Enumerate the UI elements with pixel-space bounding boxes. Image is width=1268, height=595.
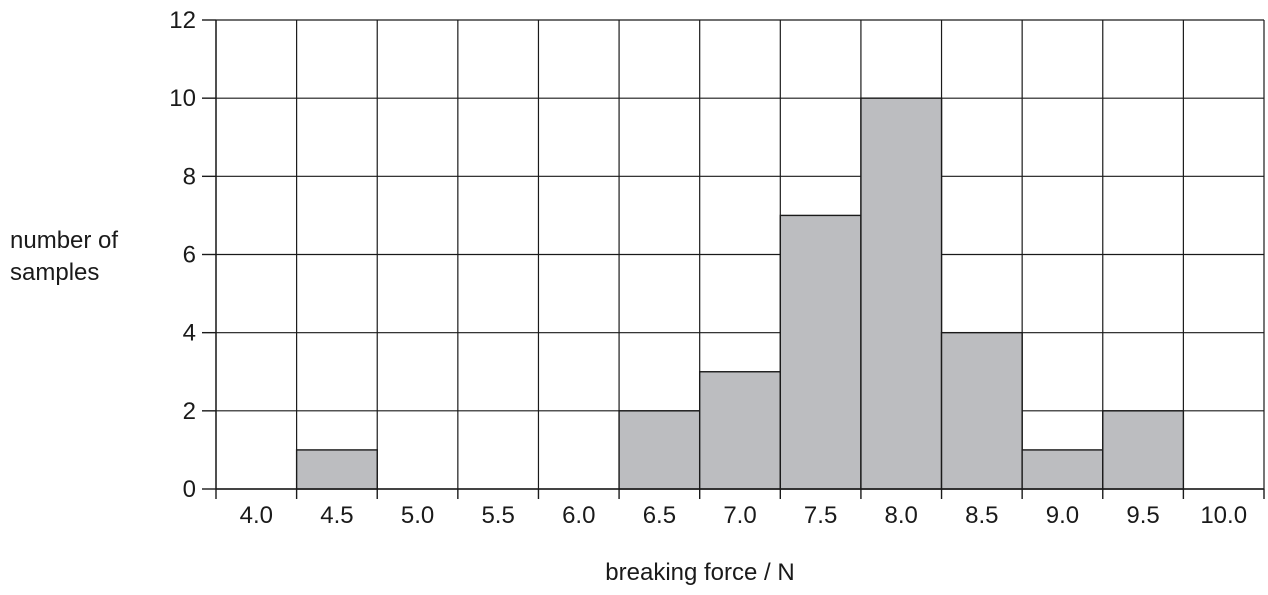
histogram-bar [295, 449, 378, 490]
x-tick-label: 8.0 [885, 502, 918, 529]
histogram-bar [1102, 410, 1185, 490]
x-tick-label: 7.5 [804, 502, 837, 529]
histogram-bar [779, 214, 862, 490]
histogram-bar [618, 410, 701, 490]
x-tick-label: 9.5 [1126, 502, 1159, 529]
histogram-bar [860, 97, 943, 490]
histogram-bar [940, 331, 1023, 490]
y-tick-label: 2 [183, 398, 196, 425]
y-axis-label-line-2: samples [10, 259, 99, 286]
tick-labels: 0 2 4 6 8 10 12 4.0 4.5 5.0 5.5 6.0 6.5 7.0 7.5 8.0 8.5 9… [169, 7, 1247, 529]
histogram-bar [1021, 449, 1104, 490]
x-tick-label: 9.0 [1046, 502, 1079, 529]
y-tick-label: 10 [169, 85, 196, 112]
bars [295, 97, 1185, 490]
y-tick-label: 6 [183, 242, 196, 269]
x-tick-label: 4.5 [320, 502, 353, 529]
x-tick-label: 7.0 [723, 502, 756, 529]
histogram-bar [698, 371, 782, 490]
x-tick-label: 10.0 [1200, 502, 1247, 529]
y-tick-label: 0 [183, 476, 196, 503]
x-tick-label: 8.5 [965, 502, 998, 529]
y-axis-label-line-1: number of [10, 227, 118, 254]
x-tick-label: 5.5 [481, 502, 514, 529]
x-tick-label: 6.0 [562, 502, 595, 529]
x-tick-label: 4.0 [240, 502, 273, 529]
x-axis-label: breaking force / N [605, 559, 794, 586]
y-tick-label: 8 [183, 163, 196, 190]
y-tick-label: 12 [169, 7, 196, 34]
axes [202, 19, 1265, 499]
x-tick-label: 6.5 [643, 502, 676, 529]
x-tick-label: 5.0 [401, 502, 434, 529]
y-tick-label: 4 [183, 320, 196, 347]
